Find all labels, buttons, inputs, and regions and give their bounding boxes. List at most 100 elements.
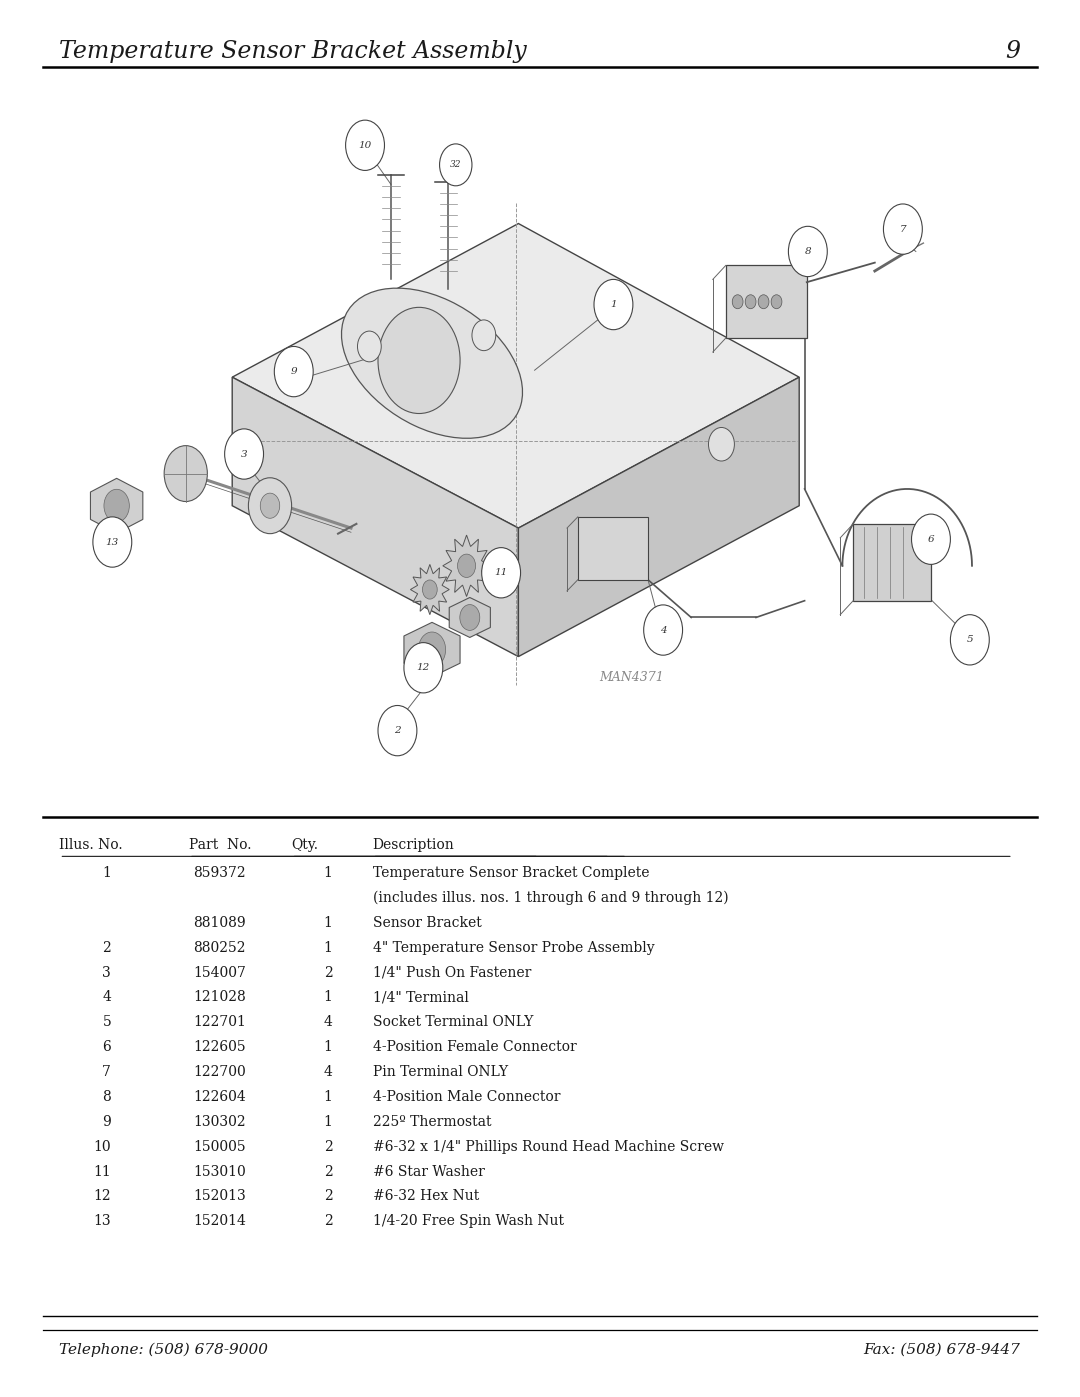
Text: 152014: 152014 — [193, 1214, 246, 1228]
Text: 154007: 154007 — [193, 965, 246, 979]
Circle shape — [164, 446, 207, 502]
Text: 1/4-20 Free Spin Wash Nut: 1/4-20 Free Spin Wash Nut — [373, 1214, 564, 1228]
FancyBboxPatch shape — [853, 524, 931, 601]
Text: #6-32 x 1/4" Phillips Round Head Machine Screw: #6-32 x 1/4" Phillips Round Head Machine… — [373, 1140, 724, 1154]
Text: 2: 2 — [103, 940, 111, 954]
Text: 2: 2 — [324, 1165, 333, 1179]
Text: Temperature Sensor Bracket Assembly: Temperature Sensor Bracket Assembly — [59, 41, 527, 63]
Text: 6: 6 — [928, 535, 934, 543]
Circle shape — [404, 643, 443, 693]
Polygon shape — [404, 623, 460, 676]
Text: 9: 9 — [1005, 41, 1021, 63]
Circle shape — [771, 295, 782, 309]
Circle shape — [472, 320, 496, 351]
Text: 1: 1 — [324, 990, 333, 1004]
Text: 6: 6 — [103, 1041, 111, 1055]
Circle shape — [422, 580, 437, 599]
Text: 1: 1 — [324, 916, 333, 930]
Polygon shape — [91, 478, 143, 534]
Text: Description: Description — [373, 838, 455, 852]
Text: 4-Position Female Connector: 4-Position Female Connector — [373, 1041, 577, 1055]
Circle shape — [225, 429, 264, 479]
Text: 150005: 150005 — [193, 1140, 246, 1154]
Circle shape — [758, 295, 769, 309]
Circle shape — [482, 548, 521, 598]
Text: 2: 2 — [324, 1140, 333, 1154]
Text: 1: 1 — [324, 1090, 333, 1104]
Text: 8: 8 — [103, 1090, 111, 1104]
Circle shape — [346, 120, 384, 170]
Text: 4: 4 — [324, 1065, 333, 1078]
Text: 4: 4 — [324, 1016, 333, 1030]
Circle shape — [104, 489, 130, 522]
Text: 122701: 122701 — [193, 1016, 246, 1030]
Text: 2: 2 — [324, 1189, 333, 1203]
Polygon shape — [232, 224, 799, 528]
Text: Telephone: (508) 678-9000: Telephone: (508) 678-9000 — [59, 1343, 269, 1356]
Circle shape — [912, 514, 950, 564]
FancyBboxPatch shape — [726, 265, 807, 338]
Circle shape — [357, 331, 381, 362]
Text: 4-Position Male Connector: 4-Position Male Connector — [373, 1090, 561, 1104]
Circle shape — [274, 346, 313, 397]
Text: 1: 1 — [103, 866, 111, 880]
Text: 3: 3 — [103, 965, 111, 979]
Text: 152013: 152013 — [193, 1189, 246, 1203]
Circle shape — [788, 226, 827, 277]
Text: #6-32 Hex Nut: #6-32 Hex Nut — [373, 1189, 478, 1203]
Circle shape — [260, 493, 280, 518]
Text: 122604: 122604 — [193, 1090, 246, 1104]
Circle shape — [460, 605, 480, 630]
Text: Qty.: Qty. — [292, 838, 319, 852]
Text: 11: 11 — [495, 569, 508, 577]
Text: 122605: 122605 — [193, 1041, 246, 1055]
Text: 5: 5 — [967, 636, 973, 644]
Text: Sensor Bracket: Sensor Bracket — [373, 916, 482, 930]
Text: 10: 10 — [359, 141, 372, 149]
Text: 8: 8 — [805, 247, 811, 256]
Circle shape — [708, 427, 734, 461]
Circle shape — [745, 295, 756, 309]
Text: Part  No.: Part No. — [189, 838, 252, 852]
Text: 11: 11 — [94, 1165, 111, 1179]
Text: 2: 2 — [394, 726, 401, 735]
Text: 881089: 881089 — [193, 916, 246, 930]
Text: 859372: 859372 — [193, 866, 246, 880]
Text: 10: 10 — [94, 1140, 111, 1154]
Text: 9: 9 — [103, 1115, 111, 1129]
Circle shape — [378, 307, 460, 414]
Circle shape — [458, 555, 475, 577]
Circle shape — [440, 144, 472, 186]
Circle shape — [950, 615, 989, 665]
Circle shape — [732, 295, 743, 309]
Circle shape — [418, 631, 446, 668]
Text: MAN4371: MAN4371 — [599, 671, 664, 685]
Text: #6 Star Washer: #6 Star Washer — [373, 1165, 485, 1179]
Text: 1: 1 — [324, 866, 333, 880]
Text: Fax: (508) 678-9447: Fax: (508) 678-9447 — [864, 1343, 1021, 1356]
Text: 9: 9 — [291, 367, 297, 376]
Text: 12: 12 — [94, 1189, 111, 1203]
Polygon shape — [443, 535, 490, 597]
Circle shape — [248, 478, 292, 534]
Ellipse shape — [341, 288, 523, 439]
Text: 7: 7 — [103, 1065, 111, 1078]
Text: 153010: 153010 — [193, 1165, 246, 1179]
Text: (includes illus. nos. 1 through 6 and 9 through 12): (includes illus. nos. 1 through 6 and 9 … — [373, 891, 728, 905]
Text: 121028: 121028 — [193, 990, 246, 1004]
Text: 1: 1 — [324, 1041, 333, 1055]
Text: 3: 3 — [241, 450, 247, 458]
Text: 5: 5 — [103, 1016, 111, 1030]
Text: 32: 32 — [450, 161, 461, 169]
Text: 4" Temperature Sensor Probe Assembly: 4" Temperature Sensor Probe Assembly — [373, 940, 654, 954]
Polygon shape — [518, 377, 799, 657]
Circle shape — [594, 279, 633, 330]
Text: 1: 1 — [610, 300, 617, 309]
Text: 1: 1 — [324, 1115, 333, 1129]
Text: 4: 4 — [660, 626, 666, 634]
FancyBboxPatch shape — [578, 517, 648, 580]
Text: 122700: 122700 — [193, 1065, 246, 1078]
Text: 7: 7 — [900, 225, 906, 233]
Polygon shape — [410, 564, 449, 615]
Text: 2: 2 — [324, 1214, 333, 1228]
